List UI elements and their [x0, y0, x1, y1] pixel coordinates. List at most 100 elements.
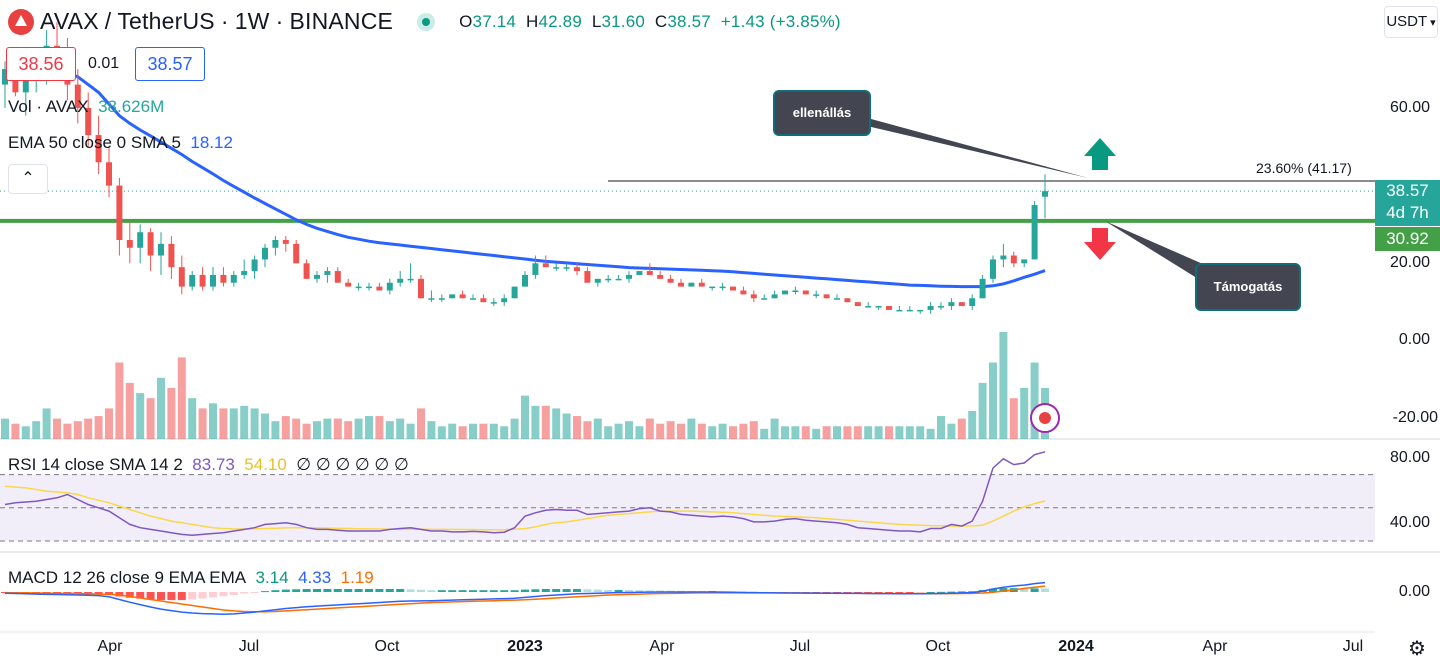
symbol-header[interactable]: AVAX / TetherUS · 1W · BINANCE O37.14 H4… — [8, 8, 841, 35]
resistance-callout[interactable]: ellenállás — [773, 90, 871, 136]
macd-histogram-bar — [541, 589, 550, 592]
volume-bar — [261, 413, 269, 439]
macd-histogram-bar — [417, 589, 425, 592]
support-callout[interactable]: Támogatás — [1195, 263, 1301, 311]
volume-bar — [697, 423, 706, 439]
macd-histogram-bar — [614, 589, 623, 592]
volume-bar — [978, 382, 987, 439]
rsi-line — [4, 451, 1046, 536]
volume-bar — [271, 421, 280, 439]
volume-bar — [323, 418, 332, 439]
market-status-icon[interactable] — [417, 12, 436, 31]
candle-body — [366, 286, 372, 289]
macd-histogram-bar — [1041, 588, 1049, 592]
ema-line — [4, 66, 1046, 289]
volume-bar — [739, 423, 748, 439]
rsi-legend[interactable]: RSI 14 close SMA 14 2 83.73 54.10 ∅ ∅ ∅ … — [8, 455, 409, 474]
interval[interactable]: 1W — [234, 8, 270, 34]
candle-body — [646, 271, 653, 275]
volume-bar — [635, 426, 644, 439]
candle-body — [511, 286, 518, 299]
macd-histogram-bar — [874, 592, 883, 593]
candle-body — [563, 267, 570, 269]
candle-body — [22, 76, 29, 93]
volume-bar — [885, 426, 893, 439]
bar-countdown: 4d 7h — [1386, 203, 1429, 222]
macd-histogram-bar — [136, 592, 145, 599]
settings-gear-icon[interactable]: ⚙ — [1408, 638, 1426, 660]
candle-body — [1000, 255, 1007, 260]
candle-body — [230, 274, 237, 283]
candle-body — [750, 294, 757, 299]
candle-body — [106, 162, 112, 186]
macd-histogram-bar — [635, 590, 644, 592]
volume-bar — [302, 423, 311, 439]
candle-body — [979, 278, 986, 299]
resistance-pointer — [860, 116, 1088, 178]
rsi-axis-tick: 80.00 — [1389, 449, 1430, 466]
volume-bar — [916, 426, 925, 439]
candle-body — [896, 309, 903, 312]
macd-histogram-bar — [999, 588, 1008, 592]
macd-histogram-bar — [344, 589, 353, 592]
candle-body — [626, 274, 632, 279]
candle-body — [189, 274, 196, 287]
candle-body — [1021, 259, 1028, 264]
macd-histogram-bar — [365, 589, 373, 592]
candle-body — [594, 278, 601, 283]
volume-bar — [625, 421, 633, 439]
volume-bar — [937, 416, 945, 439]
volume-bar — [781, 426, 789, 439]
volume-legend[interactable]: Vol · AVAX 38.626M — [8, 97, 165, 116]
volume-bar — [448, 423, 457, 439]
macd-histogram-bar — [94, 592, 103, 594]
volume-bar — [385, 421, 394, 439]
candle-body — [553, 267, 560, 269]
macd-histogram-bar — [240, 592, 249, 594]
macd-histogram-bar — [593, 589, 602, 592]
chevron-up-icon: ⌃ — [21, 170, 35, 187]
candle-body — [678, 282, 684, 287]
volume-bar — [344, 421, 353, 439]
current-price-tag: 38.57 4d 7h — [1375, 180, 1440, 226]
buy-price-button[interactable]: 38.57 — [135, 47, 205, 81]
macd-histogram-bar — [552, 589, 561, 592]
macd-histogram-bar — [167, 592, 176, 601]
time-axis-label: Apr — [1202, 638, 1228, 655]
candle-body — [293, 243, 300, 264]
candle-body — [948, 302, 955, 307]
volume-bar — [21, 426, 30, 439]
candle-body — [532, 263, 539, 275]
volume-bar — [791, 426, 800, 439]
candle-body — [792, 290, 799, 292]
time-axis-label: Jul — [238, 638, 260, 655]
volume-bar — [1020, 388, 1029, 439]
macd-histogram-bar — [469, 590, 477, 592]
volume-bar — [11, 423, 20, 439]
candle-body — [688, 282, 695, 287]
currency-select[interactable]: USDT — [1384, 6, 1438, 38]
macd-histogram-bar — [895, 592, 904, 593]
sell-price-button[interactable]: 38.56 — [6, 47, 76, 81]
volume-bar — [905, 426, 914, 439]
candle-body — [345, 282, 352, 287]
candle-body — [771, 294, 778, 299]
macd-line — [4, 581, 1046, 615]
volume-bar — [188, 398, 197, 439]
candle-body — [85, 107, 92, 136]
candle-body — [927, 306, 934, 310]
candle-body — [480, 298, 487, 303]
candle-body — [470, 298, 476, 300]
candle-body — [574, 267, 580, 272]
candle-body — [761, 298, 768, 300]
ema-legend[interactable]: EMA 50 close 0 SMA 5 18.12 — [8, 133, 233, 152]
macd-legend[interactable]: MACD 12 26 close 9 EMA EMA 3.14 4.33 1.1… — [8, 568, 374, 587]
time-axis-label: Oct — [925, 638, 951, 655]
collapse-legend-button[interactable]: ⌃ — [8, 164, 48, 194]
fib-level-label: 23.60% (41.17) — [1256, 160, 1352, 176]
flash-icon[interactable] — [1030, 403, 1060, 433]
candle-body — [886, 306, 892, 310]
candle-body — [522, 274, 528, 287]
candle-body — [95, 135, 102, 163]
